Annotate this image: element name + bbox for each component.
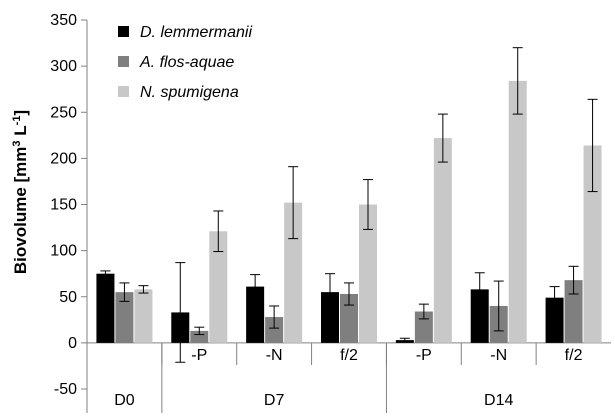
category-label: -N: [266, 347, 283, 364]
bar: [340, 293, 358, 343]
bar: [190, 330, 209, 343]
error-bars-layer: [100, 47, 598, 363]
legend-swatch: [118, 26, 129, 37]
y-axis-label: Biovolume [mm3 L-1]: [11, 110, 30, 274]
axis-layer: -50 0 50 100 150 200 250 300 350: [50, 12, 611, 413]
y-tick-label: 100: [50, 243, 77, 260]
group-label: D7: [264, 392, 285, 409]
bar: [96, 273, 115, 343]
bar: [583, 145, 602, 343]
group-label: D0: [114, 392, 135, 409]
group-label: D14: [484, 392, 513, 409]
category-label: -P: [191, 347, 207, 364]
y-tick-label: -50: [54, 381, 77, 398]
legend-label: A. flos-aquae: [139, 54, 234, 71]
legend-label: N. spumigena: [140, 84, 239, 101]
legend-swatch: [118, 56, 129, 67]
bar: [564, 280, 583, 343]
y-tick-label: 0: [68, 335, 77, 352]
category-label: f/2: [565, 347, 583, 364]
y-tick-label: 300: [50, 58, 77, 75]
bar: [284, 202, 303, 343]
legend: D. lemmermanii A. flos-aquae N. spumigena: [118, 24, 252, 101]
y-tick-label: 150: [50, 197, 77, 214]
y-tick-label: 250: [50, 104, 77, 121]
bar: [508, 80, 527, 343]
legend-label: D. lemmermanii: [140, 24, 252, 41]
bar: [246, 286, 265, 343]
y-tick-label: 50: [59, 289, 77, 306]
y-tick-label: 350: [50, 12, 77, 29]
bar: [115, 292, 134, 343]
bar: [359, 204, 377, 343]
category-label: -P: [416, 347, 432, 364]
bar: [209, 231, 228, 343]
bar: [433, 138, 452, 343]
bar: [470, 289, 489, 343]
legend-swatch: [118, 86, 129, 97]
y-tick-label: 200: [50, 150, 77, 167]
bar: [265, 317, 284, 343]
category-label: f/2: [340, 347, 358, 364]
category-axis-layer: -P -N f/2 -P -N f/2 D0 D7 D14: [114, 342, 583, 413]
bar: [321, 292, 339, 343]
bar: [134, 289, 153, 343]
category-label: -N: [490, 347, 507, 364]
